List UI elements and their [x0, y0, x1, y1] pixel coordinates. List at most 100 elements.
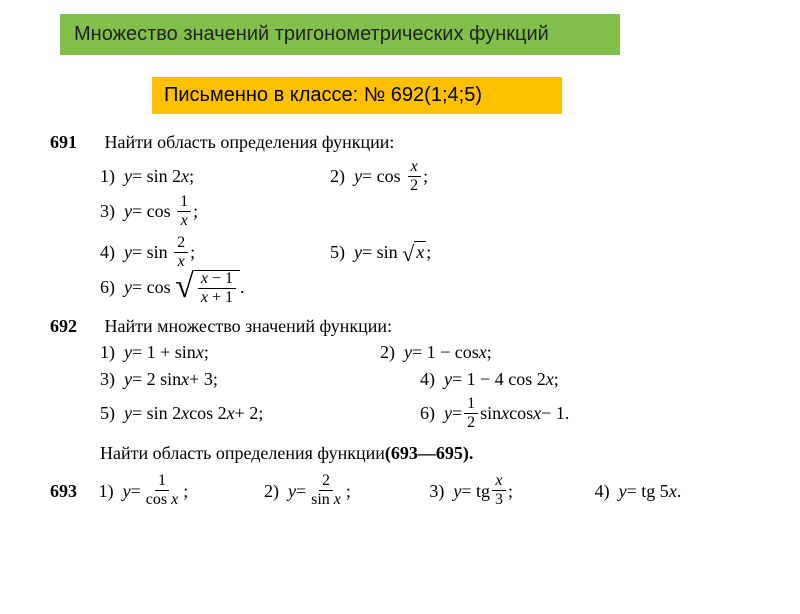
problem-title: Найти множество значений функции:: [105, 316, 393, 336]
idx: 2): [264, 481, 279, 502]
var: x: [181, 369, 189, 390]
fraction: 1x: [177, 194, 191, 229]
p692-row3: 5) y = sin 2x cos 2x + 2; 6) y = 12 sin …: [100, 396, 760, 431]
den: cos x: [143, 491, 181, 508]
var: x: [196, 342, 204, 363]
var: x: [181, 166, 189, 187]
var: y: [444, 403, 452, 424]
txt: ;: [554, 369, 559, 390]
txt: =: [452, 403, 462, 424]
p691-item4: 4) y = sin 2x ;: [100, 235, 330, 270]
num: 2: [174, 235, 188, 253]
idx: 4): [420, 369, 435, 390]
txt: .: [677, 481, 682, 502]
num: x: [492, 473, 505, 491]
p692-row2: 3) y = 2 sin x + 3; 4) y = 1 − 4 cos 2x;: [100, 369, 760, 390]
p691-item3: 3) y = cos 1x ;: [100, 194, 330, 229]
fraction: x3: [492, 473, 506, 508]
radicand: x − 1x + 1: [194, 270, 240, 306]
txt: + 3;: [189, 369, 218, 390]
var: x: [533, 403, 541, 424]
txt: = cos: [132, 201, 171, 222]
fraction: x − 1x + 1: [198, 271, 236, 306]
idx: 4): [100, 242, 115, 263]
p691-row1: 1) y = sin 2x; 2) y = cos x2 ; 3) y = co…: [100, 159, 760, 229]
txt: = cos: [132, 277, 171, 298]
p692-item2: 2) y = 1 − cos x;: [380, 342, 660, 363]
p691-item1: 1) y = sin 2x;: [100, 166, 330, 187]
problem-693: 693 1) y = 1cos x ; 2) y = 2sin x ; 3) y…: [50, 473, 760, 508]
txt: cos 2: [189, 403, 227, 424]
var: y: [354, 166, 362, 187]
fraction: 1cos x: [143, 473, 181, 508]
p692-item1: 1) y = 1 + sin x;: [100, 342, 380, 363]
sqrt: √x: [402, 241, 426, 263]
txt: ;: [190, 242, 195, 263]
problem-number: 691: [50, 132, 100, 153]
txt: = sin: [132, 242, 168, 263]
var: x: [181, 403, 189, 424]
txt: ;: [487, 342, 492, 363]
idx: 6): [420, 403, 435, 424]
txt: ;: [204, 342, 209, 363]
idx: 6): [100, 277, 115, 298]
idx: 2): [330, 166, 345, 187]
txt: = 1 − cos: [412, 342, 479, 363]
idx: 1): [99, 481, 114, 502]
var: y: [444, 369, 452, 390]
num: 1: [177, 194, 191, 212]
var: y: [453, 481, 461, 502]
problem-number: 692: [50, 316, 100, 337]
txt: ;: [193, 201, 198, 222]
txt: ;: [508, 481, 513, 502]
num: 2: [319, 473, 333, 491]
problem-692: 692 Найти множество значений функции:: [50, 316, 760, 337]
num: 1: [155, 473, 169, 491]
idx: 2): [380, 342, 395, 363]
fraction: x2: [407, 159, 421, 194]
txt: =: [131, 481, 141, 502]
txt: sin: [480, 403, 501, 424]
problem-number: 693: [50, 481, 99, 502]
txt: = tg: [461, 481, 490, 502]
fraction: 2sin x: [308, 473, 344, 508]
txt: ;: [346, 481, 351, 502]
subtitle-banner: Письменно в классе: № 692(1;4;5): [152, 77, 562, 114]
p691-item5: 5) y = sin √x ;: [330, 241, 540, 263]
p692-item3: 3) y = 2 sin x + 3;: [100, 369, 420, 390]
idx: 1): [100, 166, 115, 187]
txt: ;: [183, 481, 188, 502]
var: y: [354, 242, 362, 263]
txt: − 1.: [541, 403, 569, 424]
footer-text: Найти область определения функции: [100, 443, 385, 464]
var: x: [669, 481, 677, 502]
den: sin x: [308, 491, 344, 508]
idx: 4): [595, 481, 610, 502]
var: y: [619, 481, 627, 502]
idx: 3): [429, 481, 444, 502]
txt: = 2 sin: [132, 369, 181, 390]
p693-item1: 1) y = 1cos x ;: [99, 473, 264, 508]
radical-icon: √: [402, 243, 414, 265]
txt: ;: [189, 166, 194, 187]
p691-row2: 4) y = sin 2x ; 5) y = sin √x ; 6) y = c…: [100, 235, 760, 306]
var: y: [124, 342, 132, 363]
p692-row1: 1) y = 1 + sin x; 2) y = 1 − cos x;: [100, 342, 760, 363]
p691-item2: 2) y = cos x2 ;: [330, 159, 540, 194]
var: y: [124, 166, 132, 187]
idx: 1): [100, 342, 115, 363]
p693-item2: 2) y = 2sin x ;: [264, 473, 429, 508]
var: y: [124, 277, 132, 298]
var: y: [124, 242, 132, 263]
num: 1: [464, 396, 478, 414]
idx: 3): [100, 201, 115, 222]
title-banner: Множество значений тригонометрических фу…: [60, 14, 620, 55]
idx: 5): [100, 403, 115, 424]
var: x: [546, 369, 554, 390]
var: y: [123, 481, 131, 502]
radicand: x: [414, 241, 426, 263]
var: y: [404, 342, 412, 363]
var: y: [124, 369, 132, 390]
p693-item4: 4) y = tg 5x.: [595, 481, 760, 502]
idx: 5): [330, 242, 345, 263]
